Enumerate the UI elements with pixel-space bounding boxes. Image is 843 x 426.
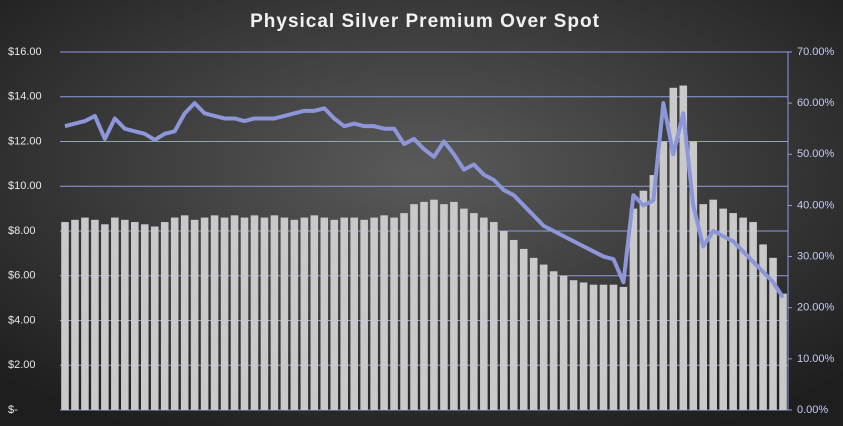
bar xyxy=(81,217,89,410)
bar xyxy=(210,215,219,410)
bar xyxy=(101,224,109,410)
y2-tick-label: 60.00% xyxy=(797,97,835,109)
chart-title: Physical Silver Premium Over Spot xyxy=(250,11,600,32)
bar xyxy=(150,226,159,410)
y-tick-label: $- xyxy=(8,404,18,416)
bar xyxy=(170,217,179,410)
bar xyxy=(609,284,618,410)
bar xyxy=(689,141,698,410)
bar xyxy=(200,217,209,410)
bar xyxy=(519,248,528,410)
bar xyxy=(290,219,299,410)
bar xyxy=(629,208,638,410)
bar xyxy=(539,264,548,410)
bar xyxy=(729,213,737,410)
bar xyxy=(749,222,757,410)
bar xyxy=(639,190,648,410)
bar xyxy=(390,217,398,410)
bar xyxy=(61,222,69,410)
bar xyxy=(559,275,568,410)
bar xyxy=(619,286,628,410)
bar xyxy=(470,213,478,410)
y2-tick-label: 40.00% xyxy=(797,199,835,211)
bar xyxy=(260,217,269,410)
bar xyxy=(340,217,349,410)
bar xyxy=(230,215,239,410)
bar xyxy=(699,204,708,410)
y2-tick-label: 70.00% xyxy=(797,46,835,58)
bar xyxy=(430,199,438,410)
y-tick-label: $12.00 xyxy=(8,135,42,147)
bar xyxy=(450,201,458,410)
bar xyxy=(669,87,678,411)
y2-tick-label: 20.00% xyxy=(797,302,835,314)
y-tick-label: $6.00 xyxy=(8,270,36,282)
bar xyxy=(270,215,279,410)
bar xyxy=(499,231,508,410)
bar xyxy=(490,222,498,410)
bar xyxy=(739,217,747,410)
bar xyxy=(180,215,189,410)
y-tick-label: $8.00 xyxy=(8,225,36,237)
bar xyxy=(440,204,448,410)
bar xyxy=(769,257,777,410)
bar xyxy=(420,201,428,410)
bar xyxy=(709,199,717,410)
bar xyxy=(300,217,309,410)
bar xyxy=(460,208,468,410)
bar xyxy=(350,217,358,410)
bar xyxy=(569,280,578,410)
bar xyxy=(579,282,588,410)
bar xyxy=(111,217,119,410)
bar xyxy=(370,217,378,410)
y2-tick-label: 0.00% xyxy=(797,404,828,416)
bar xyxy=(240,217,249,410)
bar xyxy=(400,213,408,410)
y2-tick-label: 30.00% xyxy=(797,250,835,262)
bar xyxy=(589,284,598,410)
y2-tick-label: 50.00% xyxy=(797,148,835,160)
y-tick-label: $2.00 xyxy=(8,359,36,371)
bar xyxy=(250,215,259,410)
y-tick-label: $16.00 xyxy=(8,46,42,58)
line xyxy=(64,101,785,299)
bar xyxy=(220,217,229,410)
y-tick-label: $14.00 xyxy=(8,91,42,103)
bar xyxy=(480,217,488,410)
bar xyxy=(131,222,139,410)
bar xyxy=(121,219,129,410)
y2-tick-label: 10.00% xyxy=(797,353,835,365)
bar xyxy=(659,141,668,410)
bar xyxy=(649,175,658,410)
bar xyxy=(71,219,79,410)
bar xyxy=(280,217,289,410)
bar xyxy=(679,85,688,410)
bar xyxy=(360,219,368,410)
y-tick-label: $10.00 xyxy=(8,180,42,192)
bar xyxy=(719,208,727,410)
bar xyxy=(160,222,169,410)
bar xyxy=(140,224,149,410)
bar xyxy=(380,215,388,410)
bar xyxy=(779,293,787,410)
bar xyxy=(759,244,767,410)
bar xyxy=(190,219,199,410)
bar xyxy=(320,217,329,410)
bar xyxy=(509,239,518,410)
bar xyxy=(529,257,538,410)
bar xyxy=(91,219,99,410)
bar xyxy=(410,204,418,410)
y-tick-label: $4.00 xyxy=(8,314,36,326)
bar xyxy=(599,284,608,410)
bar xyxy=(310,215,319,410)
bar xyxy=(549,271,558,410)
bar xyxy=(330,219,339,410)
